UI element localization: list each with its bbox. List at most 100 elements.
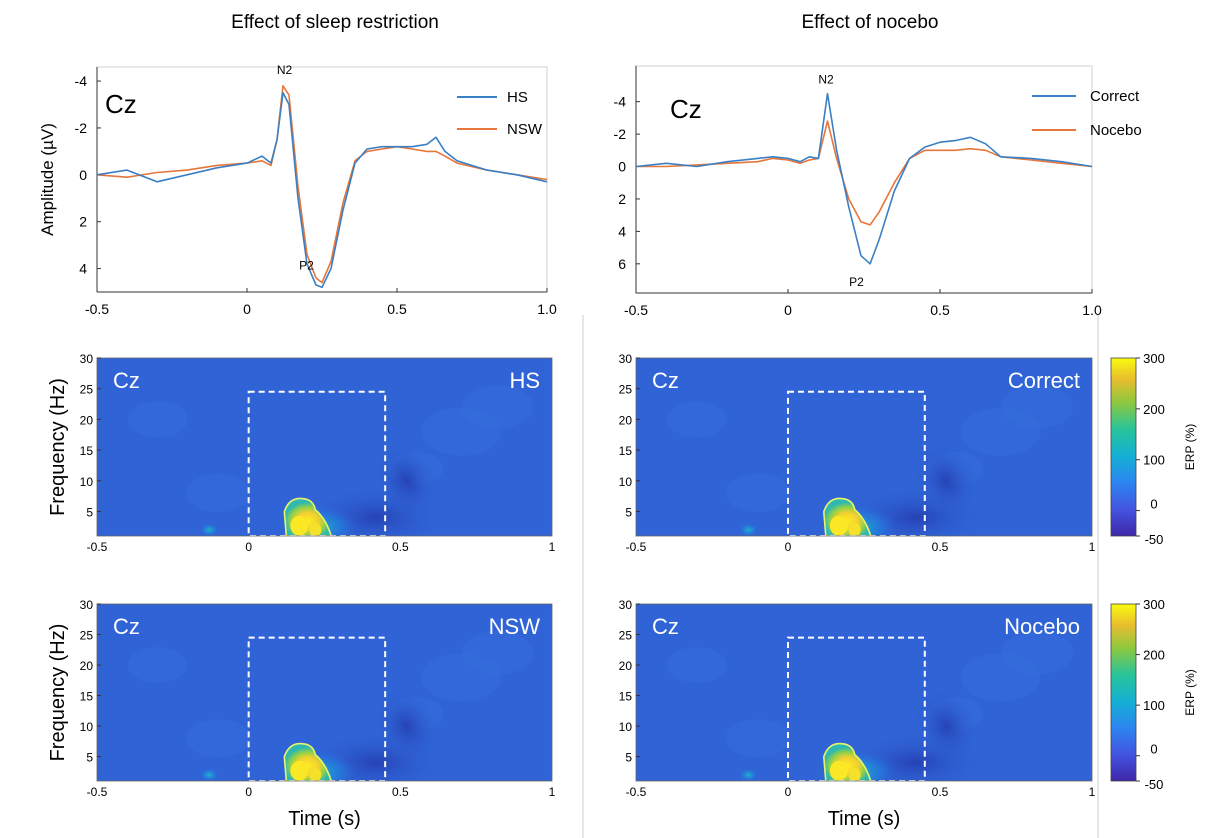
right-column-title: Effect of nocebo: [801, 12, 939, 33]
x-tick-label: 1.0: [537, 301, 557, 317]
y-tick-label: 6: [618, 256, 626, 272]
heatmap-trough: [913, 443, 979, 519]
colorbar-tick-label: 200: [1143, 648, 1165, 663]
colorbar-tick-label: 200: [1143, 402, 1165, 417]
y-tick-label: 30: [619, 598, 633, 612]
colorbar-tick-label: 300: [1143, 351, 1165, 366]
heatmap-glow-small: [199, 767, 220, 781]
plot-frame: [635, 357, 1093, 537]
y-tick-label: -4: [75, 73, 88, 89]
heatmap-layer: [636, 358, 1092, 536]
heatmap-layer: [97, 604, 552, 781]
channel-label: Cz: [652, 614, 679, 639]
colorbar: 300 200 100 0 -50 ERP (%): [1110, 351, 1197, 547]
heatmap-texture: [127, 401, 188, 438]
y-axis-label: Frequency (Hz): [47, 378, 69, 516]
plot-frame: [96, 357, 553, 537]
activity-blob-core: [309, 767, 322, 781]
activity-blob-core: [309, 522, 322, 536]
y-tick-label: 25: [619, 629, 633, 643]
y-tick-label: 2: [79, 214, 87, 230]
x-tick-label: 0.5: [392, 785, 409, 799]
x-axis-label: Time (s): [828, 808, 901, 830]
x-tick-label: -0.5: [626, 540, 647, 554]
x-tick-label: 0.5: [392, 540, 409, 554]
x-tick-label: 0: [245, 540, 252, 554]
x-tick-label: 0.5: [932, 540, 949, 554]
heatmap-texture: [127, 647, 188, 684]
y-tick-label: 5: [86, 751, 93, 765]
x-tick-label: 1.0: [1082, 302, 1102, 318]
heatmap-texture: [666, 401, 727, 438]
y-tick-label: 0: [618, 159, 626, 175]
heatmap-texture: [421, 407, 501, 456]
y-tick-label: 2: [618, 191, 626, 207]
heatmap-glow-small: [738, 522, 759, 536]
heatmap-texture: [421, 653, 501, 702]
x-tick-label: 0.5: [930, 302, 950, 318]
series-line-nsw: [96, 85, 548, 284]
activity-blob-core: [829, 760, 848, 781]
activity-blob-core: [290, 760, 309, 781]
heatmap-texture: [725, 473, 790, 513]
heatmap-texture: [1001, 631, 1074, 675]
y-tick-label: 15: [619, 690, 633, 704]
y-tick-label: 30: [619, 352, 633, 366]
tf-panel-tf-nsw: 5 10 15 20 25 30 -0.5 0 0.5 1 Cz NSW Frequency (Hz) T…: [47, 598, 556, 830]
heatmap-glow-small: [199, 522, 220, 536]
y-tick-label: 25: [80, 383, 94, 397]
heatmap-layer: [636, 604, 1092, 781]
y-axis-label: Amplitude (µV): [38, 123, 57, 236]
tf-panel-tf-nocebo: 5 10 15 20 25 30 -0.5 0 0.5 1 Cz Nocebo Time (s): [619, 598, 1096, 830]
heatmap-trough: [373, 688, 440, 764]
plot-frame: [96, 603, 553, 782]
tf-panel-tf-correct: 5 10 15 20 25 30 -0.5 0 0.5 1 Cz Correct: [619, 352, 1096, 554]
colorbar-tick-label: 100: [1143, 698, 1165, 713]
x-tick-label: -0.5: [87, 540, 108, 554]
series-line-nocebo: [636, 120, 1093, 226]
heatmap-texture: [1001, 385, 1074, 429]
x-tick-label: 0: [784, 302, 792, 318]
colorbar-tick-label: 0: [1150, 742, 1157, 757]
activity-blob-core: [848, 767, 861, 781]
heatmap-texture: [725, 719, 790, 758]
activity-blob-core: [848, 522, 861, 536]
heatmap-texture: [186, 719, 251, 758]
x-tick-label: 1: [549, 785, 556, 799]
y-tick-label: 4: [618, 223, 626, 239]
activity-blob-core: [290, 515, 309, 536]
y-tick-label: 20: [80, 659, 94, 673]
y-tick-label: 10: [80, 720, 94, 734]
channel-label: Cz: [113, 614, 140, 639]
condition-label: Nocebo: [1004, 614, 1080, 639]
y-tick-label: 4: [79, 261, 87, 277]
heatmap-glow-small: [738, 767, 759, 781]
left-column-title: Effect of sleep restriction: [231, 12, 439, 33]
channel-label: Cz: [652, 368, 679, 393]
colorbar-tick-label: 300: [1143, 597, 1165, 612]
heatmap-trough: [373, 443, 440, 519]
activity-blob-core: [829, 515, 848, 536]
peak-label-n2: N2: [277, 63, 293, 77]
channel-label: Cz: [670, 94, 702, 124]
y-tick-label: 30: [80, 352, 94, 366]
x-tick-label: 0: [785, 785, 792, 799]
y-tick-label: 5: [86, 505, 93, 519]
y-tick-label: 15: [80, 444, 94, 458]
x-axis-label: Time (s): [288, 808, 361, 830]
y-tick-label: 10: [80, 475, 94, 489]
y-tick-label: 30: [80, 598, 94, 612]
colorbar: 300 200 100 0 -50 ERP (%): [1110, 597, 1197, 792]
x-tick-label: -0.5: [85, 301, 109, 317]
erp-panel-erp-sleep: -4 -2 0 2 4 -0.5 0 0.5 1.0 Amplitude (µV) Cz N2 P2 HS…: [38, 63, 557, 317]
condition-label: Correct: [1008, 368, 1080, 393]
y-tick-label: 10: [619, 720, 633, 734]
heatmap-texture: [461, 631, 534, 675]
y-tick-label: 20: [619, 413, 633, 427]
channel-label: Cz: [113, 368, 140, 393]
y-tick-label: 25: [80, 629, 94, 643]
heatmap-texture: [960, 407, 1041, 456]
series-line-correct: [635, 92, 1093, 265]
heatmap-layer: [97, 358, 552, 536]
legend-label-nsw: NSW: [507, 121, 543, 138]
